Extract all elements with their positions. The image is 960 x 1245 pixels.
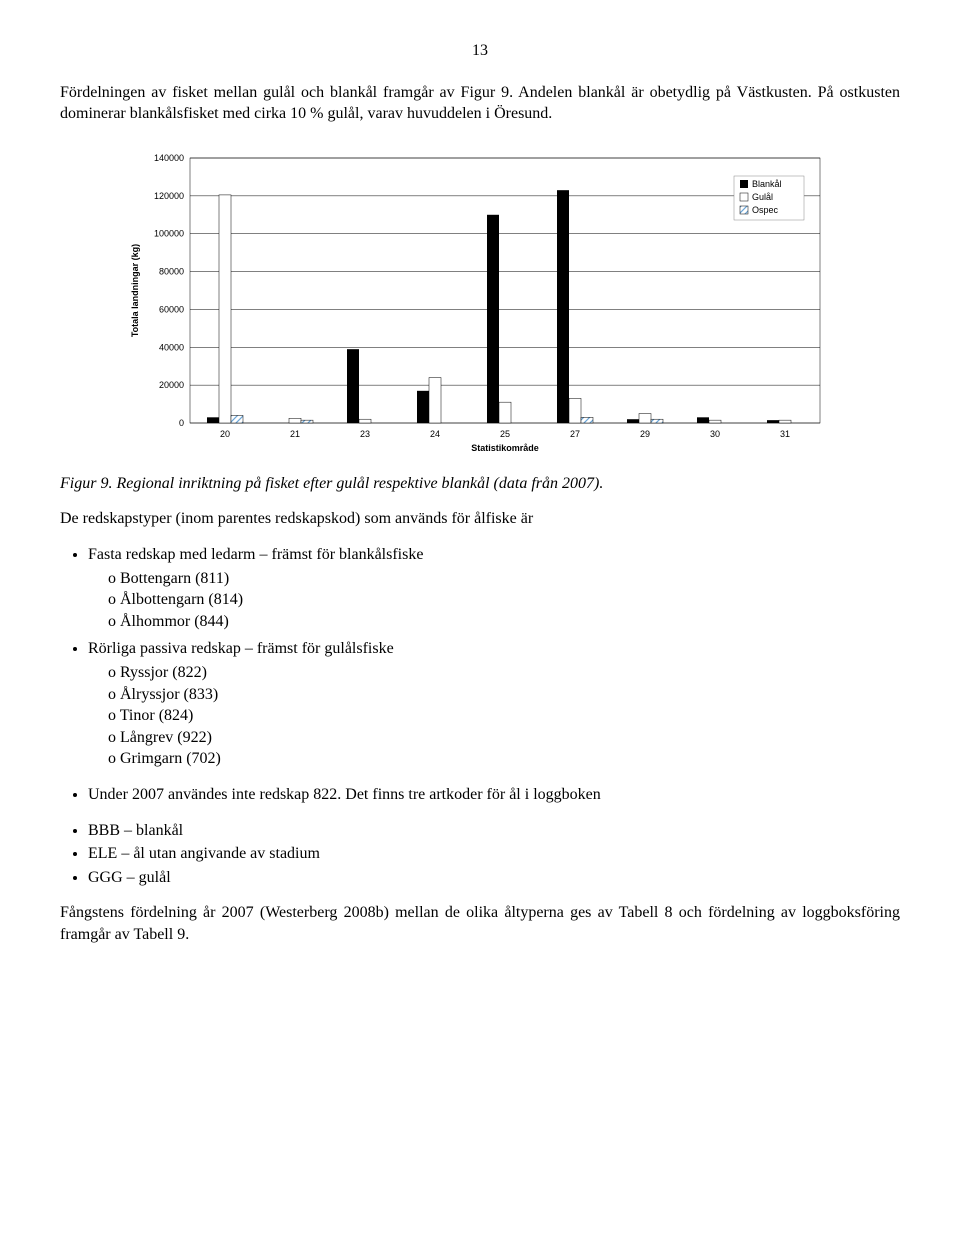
svg-text:140000: 140000 — [154, 153, 184, 163]
page-number: 13 — [60, 40, 900, 62]
svg-text:0: 0 — [179, 418, 184, 428]
landings-chart: 0 20000 40000 60000 80000 100000 120000 140000 2… — [120, 143, 840, 463]
sub-list-2: Ryssjor (822)Ålryssjor (833)Tinor (824)L… — [88, 662, 900, 770]
note-list: Under 2007 användes inte redskap 822. De… — [60, 784, 900, 806]
species-code-list: BBB – blankålELE – ål utan angivande av … — [60, 820, 900, 889]
list-item: Tinor (824) — [108, 705, 900, 727]
svg-text:30: 30 — [710, 429, 720, 439]
list-item: Ryssjor (822) — [108, 662, 900, 684]
svg-text:40000: 40000 — [159, 342, 184, 352]
svg-text:120000: 120000 — [154, 191, 184, 201]
svg-text:21: 21 — [290, 429, 300, 439]
figure-caption: Figur 9. Regional inriktning på fisket e… — [60, 473, 900, 495]
list-item: Ålryssjor (833) — [108, 684, 900, 706]
svg-text:20: 20 — [220, 429, 230, 439]
list-item: Långrev (922) — [108, 727, 900, 749]
svg-text:31: 31 — [780, 429, 790, 439]
svg-text:80000: 80000 — [159, 266, 184, 276]
list-item: GGG – gulål — [88, 867, 900, 889]
svg-text:27: 27 — [570, 429, 580, 439]
svg-text:24: 24 — [430, 429, 440, 439]
svg-text:25: 25 — [500, 429, 510, 439]
chart-svg: 0 20000 40000 60000 80000 100000 120000 140000 2… — [120, 143, 840, 463]
gear-list: Fasta redskap med ledarm – främst för bl… — [60, 544, 900, 770]
paragraph-intro: Fördelningen av fisket mellan gulål och … — [60, 82, 900, 125]
list-item: Under 2007 användes inte redskap 822. De… — [88, 784, 900, 806]
list-intro-2: Rörliga passiva redskap – främst för gul… — [88, 640, 394, 657]
svg-text:100000: 100000 — [154, 228, 184, 238]
list-item: Fasta redskap med ledarm – främst för bl… — [88, 544, 900, 632]
svg-text:Ospec: Ospec — [752, 205, 779, 215]
sub-list-1: Bottengarn (811)Ålbottengarn (814)Ålhomm… — [88, 568, 900, 633]
svg-text:60000: 60000 — [159, 304, 184, 314]
svg-text:Blankål: Blankål — [752, 179, 782, 189]
list-item: Bottengarn (811) — [108, 568, 900, 590]
list-item: Ålhommor (844) — [108, 611, 900, 633]
svg-text:Statistikområde: Statistikområde — [471, 443, 539, 453]
list-item: Rörliga passiva redskap – främst för gul… — [88, 638, 900, 770]
list-item: Grimgarn (702) — [108, 748, 900, 770]
svg-text:Gulål: Gulål — [752, 192, 773, 202]
svg-text:Totala landningar (kg): Totala landningar (kg) — [130, 244, 140, 337]
list-item: Ålbottengarn (814) — [108, 589, 900, 611]
svg-text:20000: 20000 — [159, 380, 184, 390]
paragraph-final: Fångstens fördelning år 2007 (Westerberg… — [60, 902, 900, 945]
paragraph-gear-intro: De redskapstyper (inom parentes redskaps… — [60, 508, 900, 530]
list-item: ELE – ål utan angivande av stadium — [88, 843, 900, 865]
list-item: BBB – blankål — [88, 820, 900, 842]
svg-text:29: 29 — [640, 429, 650, 439]
svg-text:23: 23 — [360, 429, 370, 439]
list-intro-1: Fasta redskap med ledarm – främst för bl… — [88, 546, 423, 563]
